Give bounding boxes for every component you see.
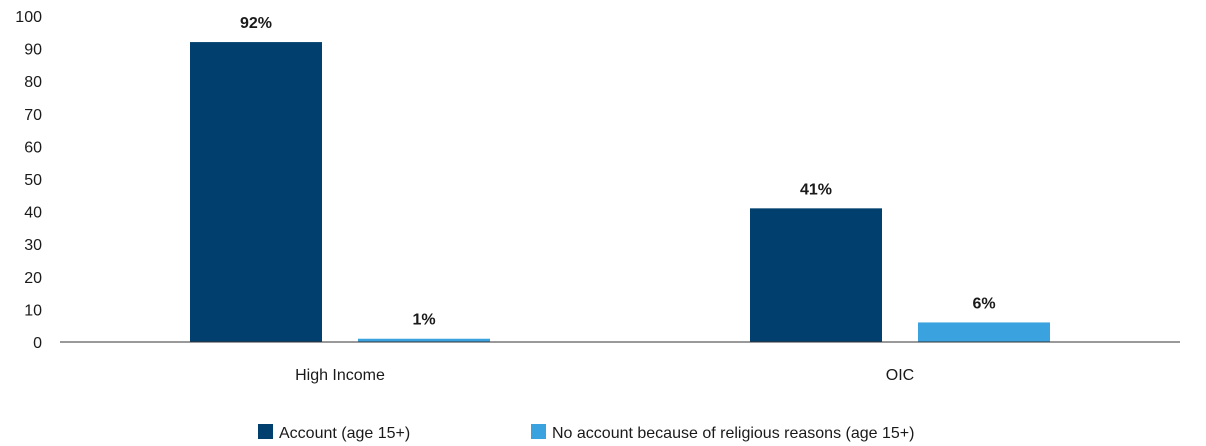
x-axis-categories: High Income OIC xyxy=(295,367,914,384)
legend-label: Account (age 15+) xyxy=(279,425,410,442)
y-tick-label: 70 xyxy=(24,107,42,124)
y-tick-label: 40 xyxy=(24,205,42,222)
legend-label: No account because of religious reasons … xyxy=(552,425,914,442)
y-axis-ticks: 0 10 20 30 40 50 60 70 80 90 100 xyxy=(15,9,42,352)
category-label: High Income xyxy=(295,367,385,384)
bar xyxy=(358,338,490,342)
y-tick-label: 80 xyxy=(24,74,42,91)
bar xyxy=(750,208,882,342)
legend: Account (age 15+) No account because of r… xyxy=(258,424,914,442)
y-tick-label: 100 xyxy=(15,9,42,26)
bar xyxy=(190,42,322,343)
data-label: 41% xyxy=(800,181,832,198)
data-label: 92% xyxy=(240,15,272,32)
data-label: 6% xyxy=(972,295,995,312)
y-tick-label: 10 xyxy=(24,302,42,319)
data-label: 1% xyxy=(412,312,435,329)
y-tick-label: 50 xyxy=(24,172,42,189)
bars xyxy=(190,42,1050,343)
y-tick-label: 90 xyxy=(24,42,42,59)
y-tick-label: 30 xyxy=(24,237,42,254)
y-tick-label: 20 xyxy=(24,270,42,287)
bar xyxy=(918,322,1050,342)
category-label: OIC xyxy=(886,367,914,384)
data-labels: 92% 1% 41% 6% xyxy=(240,15,996,329)
y-tick-label: 0 xyxy=(33,335,42,352)
legend-swatch xyxy=(531,424,546,439)
legend-swatch xyxy=(258,424,273,439)
y-tick-label: 60 xyxy=(24,139,42,156)
